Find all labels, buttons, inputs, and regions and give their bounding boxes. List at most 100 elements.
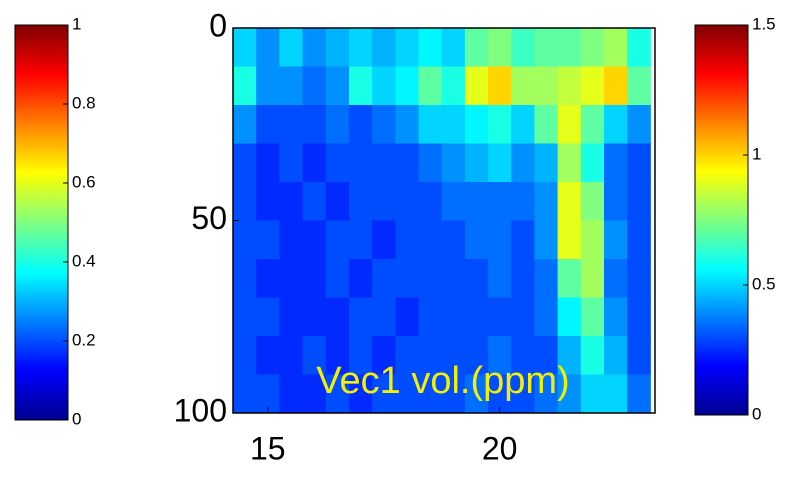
cell xyxy=(372,297,396,337)
cell xyxy=(511,374,535,414)
cell xyxy=(557,259,582,298)
cell xyxy=(464,259,489,298)
cell xyxy=(325,182,350,221)
cell xyxy=(557,336,582,375)
cell xyxy=(464,374,489,414)
cell xyxy=(441,220,466,260)
cell xyxy=(603,66,628,106)
cell xyxy=(627,105,651,144)
cell xyxy=(534,105,559,144)
cell xyxy=(279,336,304,375)
cell xyxy=(627,374,651,414)
annotation: Vec1 vol.(ppm) xyxy=(316,360,569,402)
y-tick-label: 0 xyxy=(209,7,227,43)
cell xyxy=(627,28,651,67)
cell xyxy=(580,105,605,144)
cell xyxy=(511,297,535,337)
cell xyxy=(488,143,512,183)
cell xyxy=(279,143,304,183)
cell xyxy=(233,28,257,67)
cell xyxy=(372,259,396,298)
cell xyxy=(325,259,350,298)
cell xyxy=(534,182,559,221)
cell xyxy=(580,66,605,106)
cell xyxy=(534,66,559,106)
cell xyxy=(325,28,350,67)
colorbar-tick-label: 1 xyxy=(752,144,761,163)
cell xyxy=(511,336,535,375)
cell xyxy=(441,259,466,298)
colorbar xyxy=(14,24,69,421)
cell xyxy=(348,259,373,298)
cell xyxy=(325,220,350,260)
cell xyxy=(580,297,605,337)
cell xyxy=(534,143,559,183)
cell xyxy=(302,259,327,298)
cell xyxy=(418,182,443,221)
cell xyxy=(418,259,443,298)
cell xyxy=(395,220,419,260)
cell xyxy=(603,259,628,298)
cell xyxy=(557,143,582,183)
cell xyxy=(603,182,628,221)
cell xyxy=(279,259,304,298)
cell xyxy=(256,182,280,221)
cell xyxy=(464,143,489,183)
cell xyxy=(488,336,512,375)
cell xyxy=(418,105,443,144)
cell xyxy=(325,105,350,144)
cell xyxy=(488,182,512,221)
cell xyxy=(441,374,466,414)
cell xyxy=(372,143,396,183)
cell xyxy=(418,297,443,337)
cell xyxy=(279,220,304,260)
cell xyxy=(348,297,373,337)
cell xyxy=(464,182,489,221)
cell xyxy=(580,336,605,375)
cell xyxy=(233,143,257,183)
cell xyxy=(348,182,373,221)
cell xyxy=(441,66,466,106)
cell xyxy=(603,374,628,414)
y-tick-label: 100 xyxy=(174,392,227,428)
cell xyxy=(418,336,443,375)
cell xyxy=(557,66,582,106)
cell xyxy=(395,374,419,414)
cell xyxy=(302,105,327,144)
cell xyxy=(233,220,257,260)
cell xyxy=(488,66,512,106)
colorbar-tick-label: 0.2 xyxy=(72,330,96,349)
cell xyxy=(511,143,535,183)
cell xyxy=(488,297,512,337)
cell xyxy=(580,220,605,260)
cell xyxy=(488,374,512,414)
cell xyxy=(441,182,466,221)
cell xyxy=(464,220,489,260)
cell xyxy=(557,297,582,337)
cell xyxy=(256,66,280,106)
cell xyxy=(256,297,280,337)
colorbar-tick-label: 0 xyxy=(72,409,81,428)
cell xyxy=(580,374,605,414)
cell xyxy=(464,336,489,375)
cell xyxy=(395,143,419,183)
cell xyxy=(233,297,257,337)
cell xyxy=(348,105,373,144)
cell xyxy=(279,105,304,144)
cell xyxy=(325,336,350,375)
colorbar-tick-label: 0.8 xyxy=(72,93,96,112)
cell xyxy=(372,28,396,67)
cell xyxy=(603,297,628,337)
cell xyxy=(557,374,582,414)
cell xyxy=(534,220,559,260)
cell xyxy=(395,336,419,375)
cell xyxy=(279,297,304,337)
cell xyxy=(256,336,280,375)
cell xyxy=(627,297,651,337)
cell xyxy=(627,259,651,298)
cell xyxy=(348,143,373,183)
cell xyxy=(464,105,489,144)
cell xyxy=(279,182,304,221)
cell xyxy=(372,374,396,414)
